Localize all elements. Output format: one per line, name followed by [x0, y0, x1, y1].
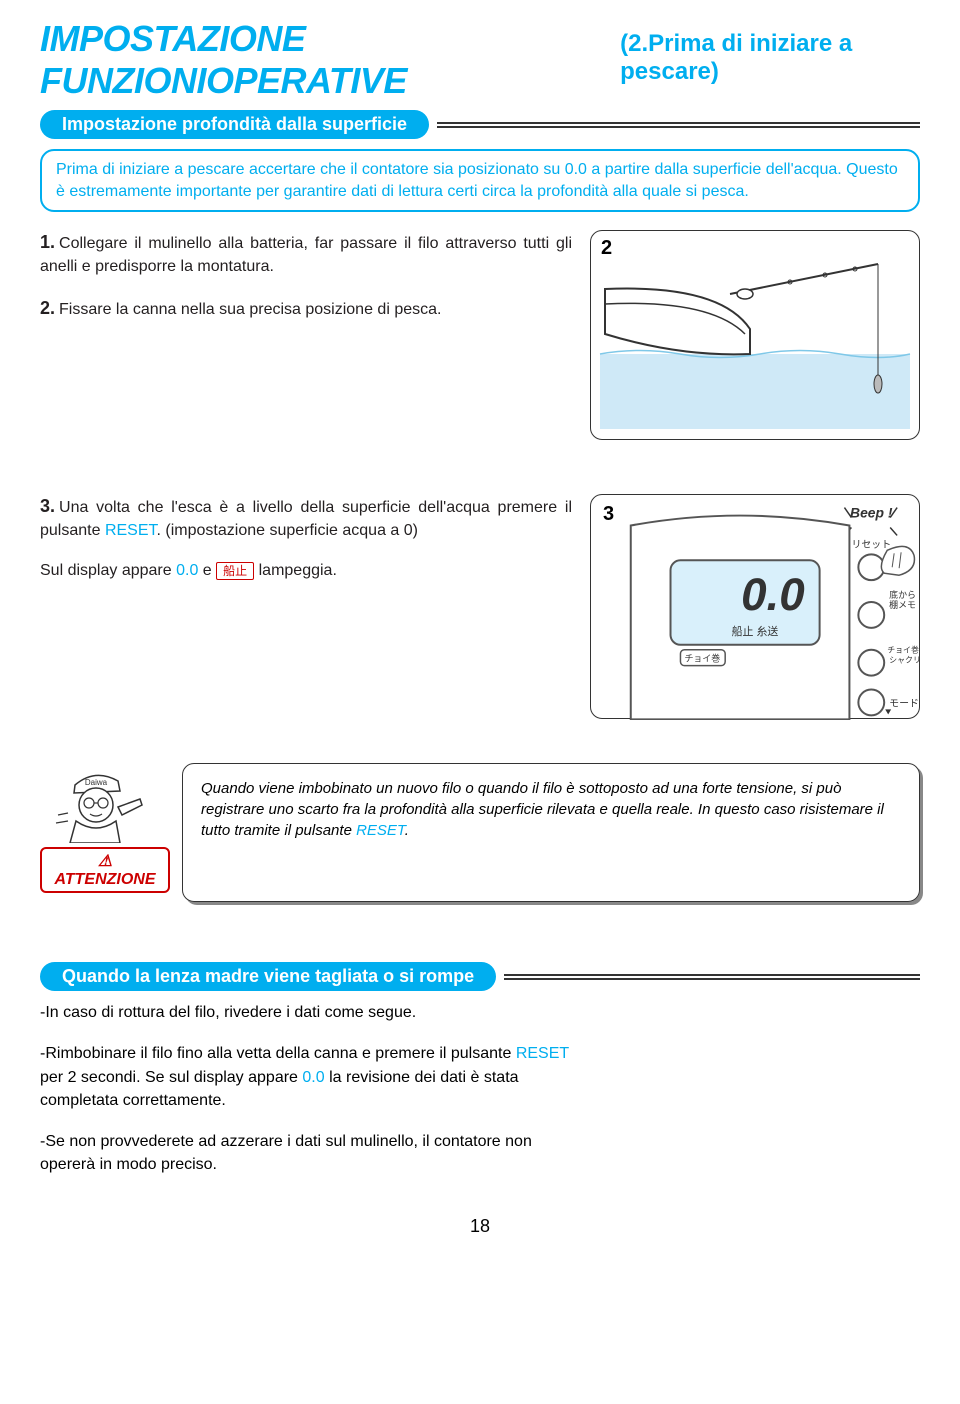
attention-row: Daiwa ⚠ ATTENZIONE Quando vien — [40, 763, 920, 902]
step-3-line2-a: Sul display appare — [40, 562, 176, 579]
figure-2-num: 2 — [601, 237, 612, 260]
attention-reset: RESET — [356, 822, 405, 839]
warn-icon: ⚠ — [98, 853, 112, 870]
step-1-num: 1. — [40, 232, 55, 252]
section2: Quando la lenza madre viene tagliata o s… — [40, 962, 920, 1176]
section2-header: Quando la lenza madre viene tagliata o s… — [40, 962, 920, 991]
svg-text:Daiwa: Daiwa — [85, 778, 108, 787]
section2-p2-reset: RESET — [516, 1045, 569, 1062]
figure-3: 3 Beep ! 0.0 船止 糸送 チョイ巻 — [590, 494, 920, 719]
step-3-line2-b: e — [198, 562, 216, 579]
section2-rule — [504, 974, 920, 980]
section2-p2-a: -Rimbobinare il filo fino alla vetta del… — [40, 1045, 516, 1062]
step-3-text-b: . (impostazione superficie acqua a 0) — [157, 522, 418, 539]
svg-text:チョイ巻: チョイ巻 — [684, 653, 720, 664]
step-2: 2.Fissare la canna nella sua precisa pos… — [40, 296, 572, 321]
section2-p2: -Rimbobinare il filo fino alla vetta del… — [40, 1042, 580, 1112]
svg-text:0.0: 0.0 — [741, 569, 805, 620]
svg-text:リセット: リセット — [851, 539, 891, 551]
step-3: 3.Una volta che l'esca è a livello della… — [40, 494, 572, 542]
figure-3-svg: Beep ! 0.0 船止 糸送 チョイ巻 リセット — [591, 495, 919, 720]
step-3-line2-val: 0.0 — [176, 562, 198, 579]
attention-label: ATTENZIONE — [54, 871, 155, 888]
attention-person-icon: Daiwa — [40, 763, 160, 843]
section1-header: Impostazione profondità dalla superficie — [40, 110, 920, 139]
step-2-num: 2. — [40, 298, 55, 318]
section2-p1: -In caso di rottura del filo, rivedere i… — [40, 1001, 920, 1024]
step-2-text: Fissare la canna nella sua precisa posiz… — [59, 301, 441, 318]
figure-2: 2 — [590, 230, 920, 440]
step-1: 1.Collegare il mulinello alla batteria, … — [40, 230, 572, 278]
svg-text:棚メモ: 棚メモ — [889, 599, 916, 610]
svg-text:シャクリ: シャクリ — [889, 656, 919, 665]
attention-text-b: . — [405, 822, 409, 839]
attention-text-a: Quando viene imbobinato un nuovo filo o … — [201, 780, 884, 839]
subtitle: (2.Prima di iniziare a pescare) — [620, 30, 920, 86]
svg-text:底から: 底から — [889, 589, 916, 600]
attention-icon-col: Daiwa ⚠ ATTENZIONE — [40, 763, 170, 893]
svg-text:チョイ巻き: チョイ巻き — [887, 645, 919, 655]
step-1-text: Collegare il mulinello alla batteria, fa… — [40, 235, 572, 274]
attention-badge: ⚠ ATTENZIONE — [40, 847, 170, 893]
section2-pill: Quando la lenza madre viene tagliata o s… — [40, 962, 496, 991]
step-3-line2: Sul display appare 0.0 e 船止 lampeggia. — [40, 560, 572, 582]
attention-box: Quando viene imbobinato un nuovo filo o … — [182, 763, 920, 902]
figure-3-num: 3 — [603, 503, 614, 526]
intro-box: Prima di iniziare a pescare accertare ch… — [40, 149, 920, 212]
section1-rule — [437, 122, 920, 128]
section1-pill: Impostazione profondità dalla superficie — [40, 110, 429, 139]
figure-2-svg — [599, 239, 911, 429]
svg-text:Beep !: Beep ! — [850, 505, 893, 521]
step-3-line2-c: lampeggia. — [259, 562, 337, 579]
step-3-badge: 船止 — [216, 562, 254, 580]
section2-p3: -Se non provvederete ad azzerare i dati … — [40, 1130, 580, 1176]
section2-p2-val: 0.0 — [302, 1069, 324, 1086]
svg-text:船止 糸送: 船止 糸送 — [732, 624, 779, 638]
step-3-num: 3. — [40, 496, 55, 516]
step-3-reset: RESET — [105, 522, 157, 539]
svg-text:モード: モード — [889, 699, 919, 710]
main-title: IMPOSTAZIONE FUNZIONIOPERATIVE — [40, 18, 610, 102]
section2-p2-b: per 2 secondi. Se sul display appare — [40, 1069, 302, 1086]
page-number: 18 — [40, 1216, 920, 1237]
page-title-row: IMPOSTAZIONE FUNZIONIOPERATIVE (2.Prima … — [40, 18, 920, 102]
